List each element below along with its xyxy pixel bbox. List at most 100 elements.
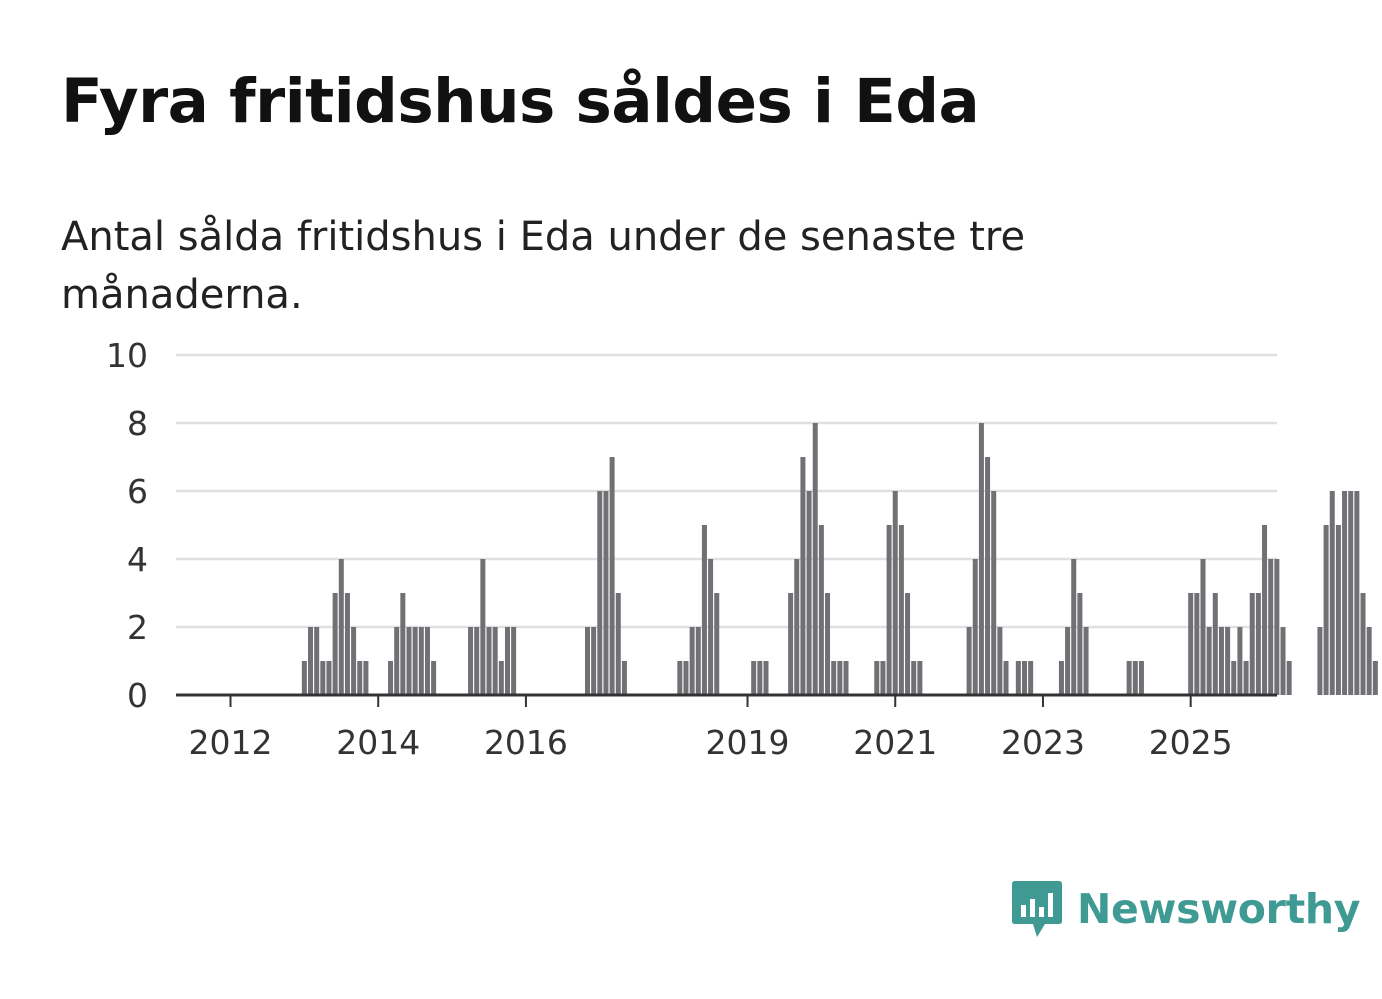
bar (874, 661, 880, 695)
bar (892, 491, 898, 695)
bar (504, 627, 510, 695)
bar (1237, 627, 1243, 695)
bar (1366, 627, 1372, 695)
bar (511, 627, 517, 695)
bar (431, 661, 437, 695)
bar (486, 627, 492, 695)
x-tick-label: 2014 (336, 723, 420, 762)
bar (1280, 627, 1286, 695)
bar (1262, 525, 1268, 695)
bar (1200, 559, 1206, 695)
brand-name: Newsworthy (1077, 885, 1361, 933)
bar (400, 593, 406, 695)
bar (997, 627, 1003, 695)
bar (837, 661, 843, 695)
bar (1021, 661, 1027, 695)
bar (972, 559, 978, 695)
bar (1372, 661, 1378, 695)
bar (1003, 661, 1009, 695)
x-tick-label: 2023 (1001, 723, 1085, 762)
bar (985, 457, 991, 695)
bar (1342, 491, 1348, 695)
bar (812, 423, 818, 695)
bar (1212, 593, 1218, 695)
bar (1077, 593, 1083, 695)
bar (468, 627, 474, 695)
bar (794, 559, 800, 695)
bar (474, 627, 480, 695)
bar (1268, 559, 1274, 695)
axes (176, 693, 1277, 707)
bar (388, 661, 394, 695)
bar (498, 661, 504, 695)
bar (584, 627, 590, 695)
bar (1188, 593, 1194, 695)
bar (757, 661, 763, 695)
y-tick-label: 2 (127, 608, 148, 647)
bar (597, 491, 603, 695)
bar (1354, 491, 1360, 695)
bar (1360, 593, 1366, 695)
bar (332, 593, 338, 695)
bar (683, 661, 689, 695)
grid-lines (176, 353, 1277, 629)
bar (1274, 559, 1280, 695)
bar (831, 661, 837, 695)
bar (1206, 627, 1212, 695)
bar (308, 627, 314, 695)
bar (1218, 627, 1224, 695)
bar (480, 559, 486, 695)
bar (1058, 661, 1064, 695)
bar (1335, 525, 1341, 695)
bar (917, 661, 923, 695)
labels: 024681020122014201620192021202320254 (106, 336, 1233, 762)
bar (1348, 491, 1354, 695)
bar (314, 627, 320, 695)
bar (1028, 661, 1034, 695)
bar (1126, 661, 1132, 695)
bar (898, 525, 904, 695)
bar (301, 661, 307, 695)
y-tick-label: 4 (127, 540, 148, 579)
bar (1015, 661, 1021, 695)
y-tick-label: 0 (127, 676, 148, 715)
bar (1083, 627, 1089, 695)
bar (911, 661, 917, 695)
bar (1132, 661, 1138, 695)
bar (978, 423, 984, 695)
bar (412, 627, 418, 695)
bar (492, 627, 498, 695)
bar (1249, 593, 1255, 695)
bar (689, 627, 695, 695)
bar (708, 559, 714, 695)
newsworthy-logo-icon (1012, 881, 1062, 937)
bar (357, 661, 363, 695)
y-tick-label: 8 (127, 404, 148, 443)
bar (806, 491, 812, 695)
x-tick-label: 2025 (1149, 723, 1233, 762)
bar (966, 627, 972, 695)
x-tick-label: 2019 (706, 723, 790, 762)
bar (1231, 661, 1237, 695)
bar (1071, 559, 1077, 695)
bar (320, 661, 326, 695)
y-tick-label: 10 (106, 336, 148, 375)
bar (326, 661, 332, 695)
bar (880, 661, 886, 695)
bar (788, 593, 794, 695)
bar (714, 593, 720, 695)
bar (351, 627, 357, 695)
bar (763, 661, 769, 695)
bar (1065, 627, 1071, 695)
y-tick-label: 6 (127, 472, 148, 511)
bar (363, 661, 369, 695)
bar (695, 627, 701, 695)
bar (1329, 491, 1335, 695)
bar (800, 457, 806, 695)
bars (301, 423, 1378, 695)
bar (621, 661, 627, 695)
x-tick-label: 2021 (853, 723, 937, 762)
bar (603, 491, 609, 695)
page-title: Fyra fritidshus såldes i Eda (61, 66, 980, 137)
